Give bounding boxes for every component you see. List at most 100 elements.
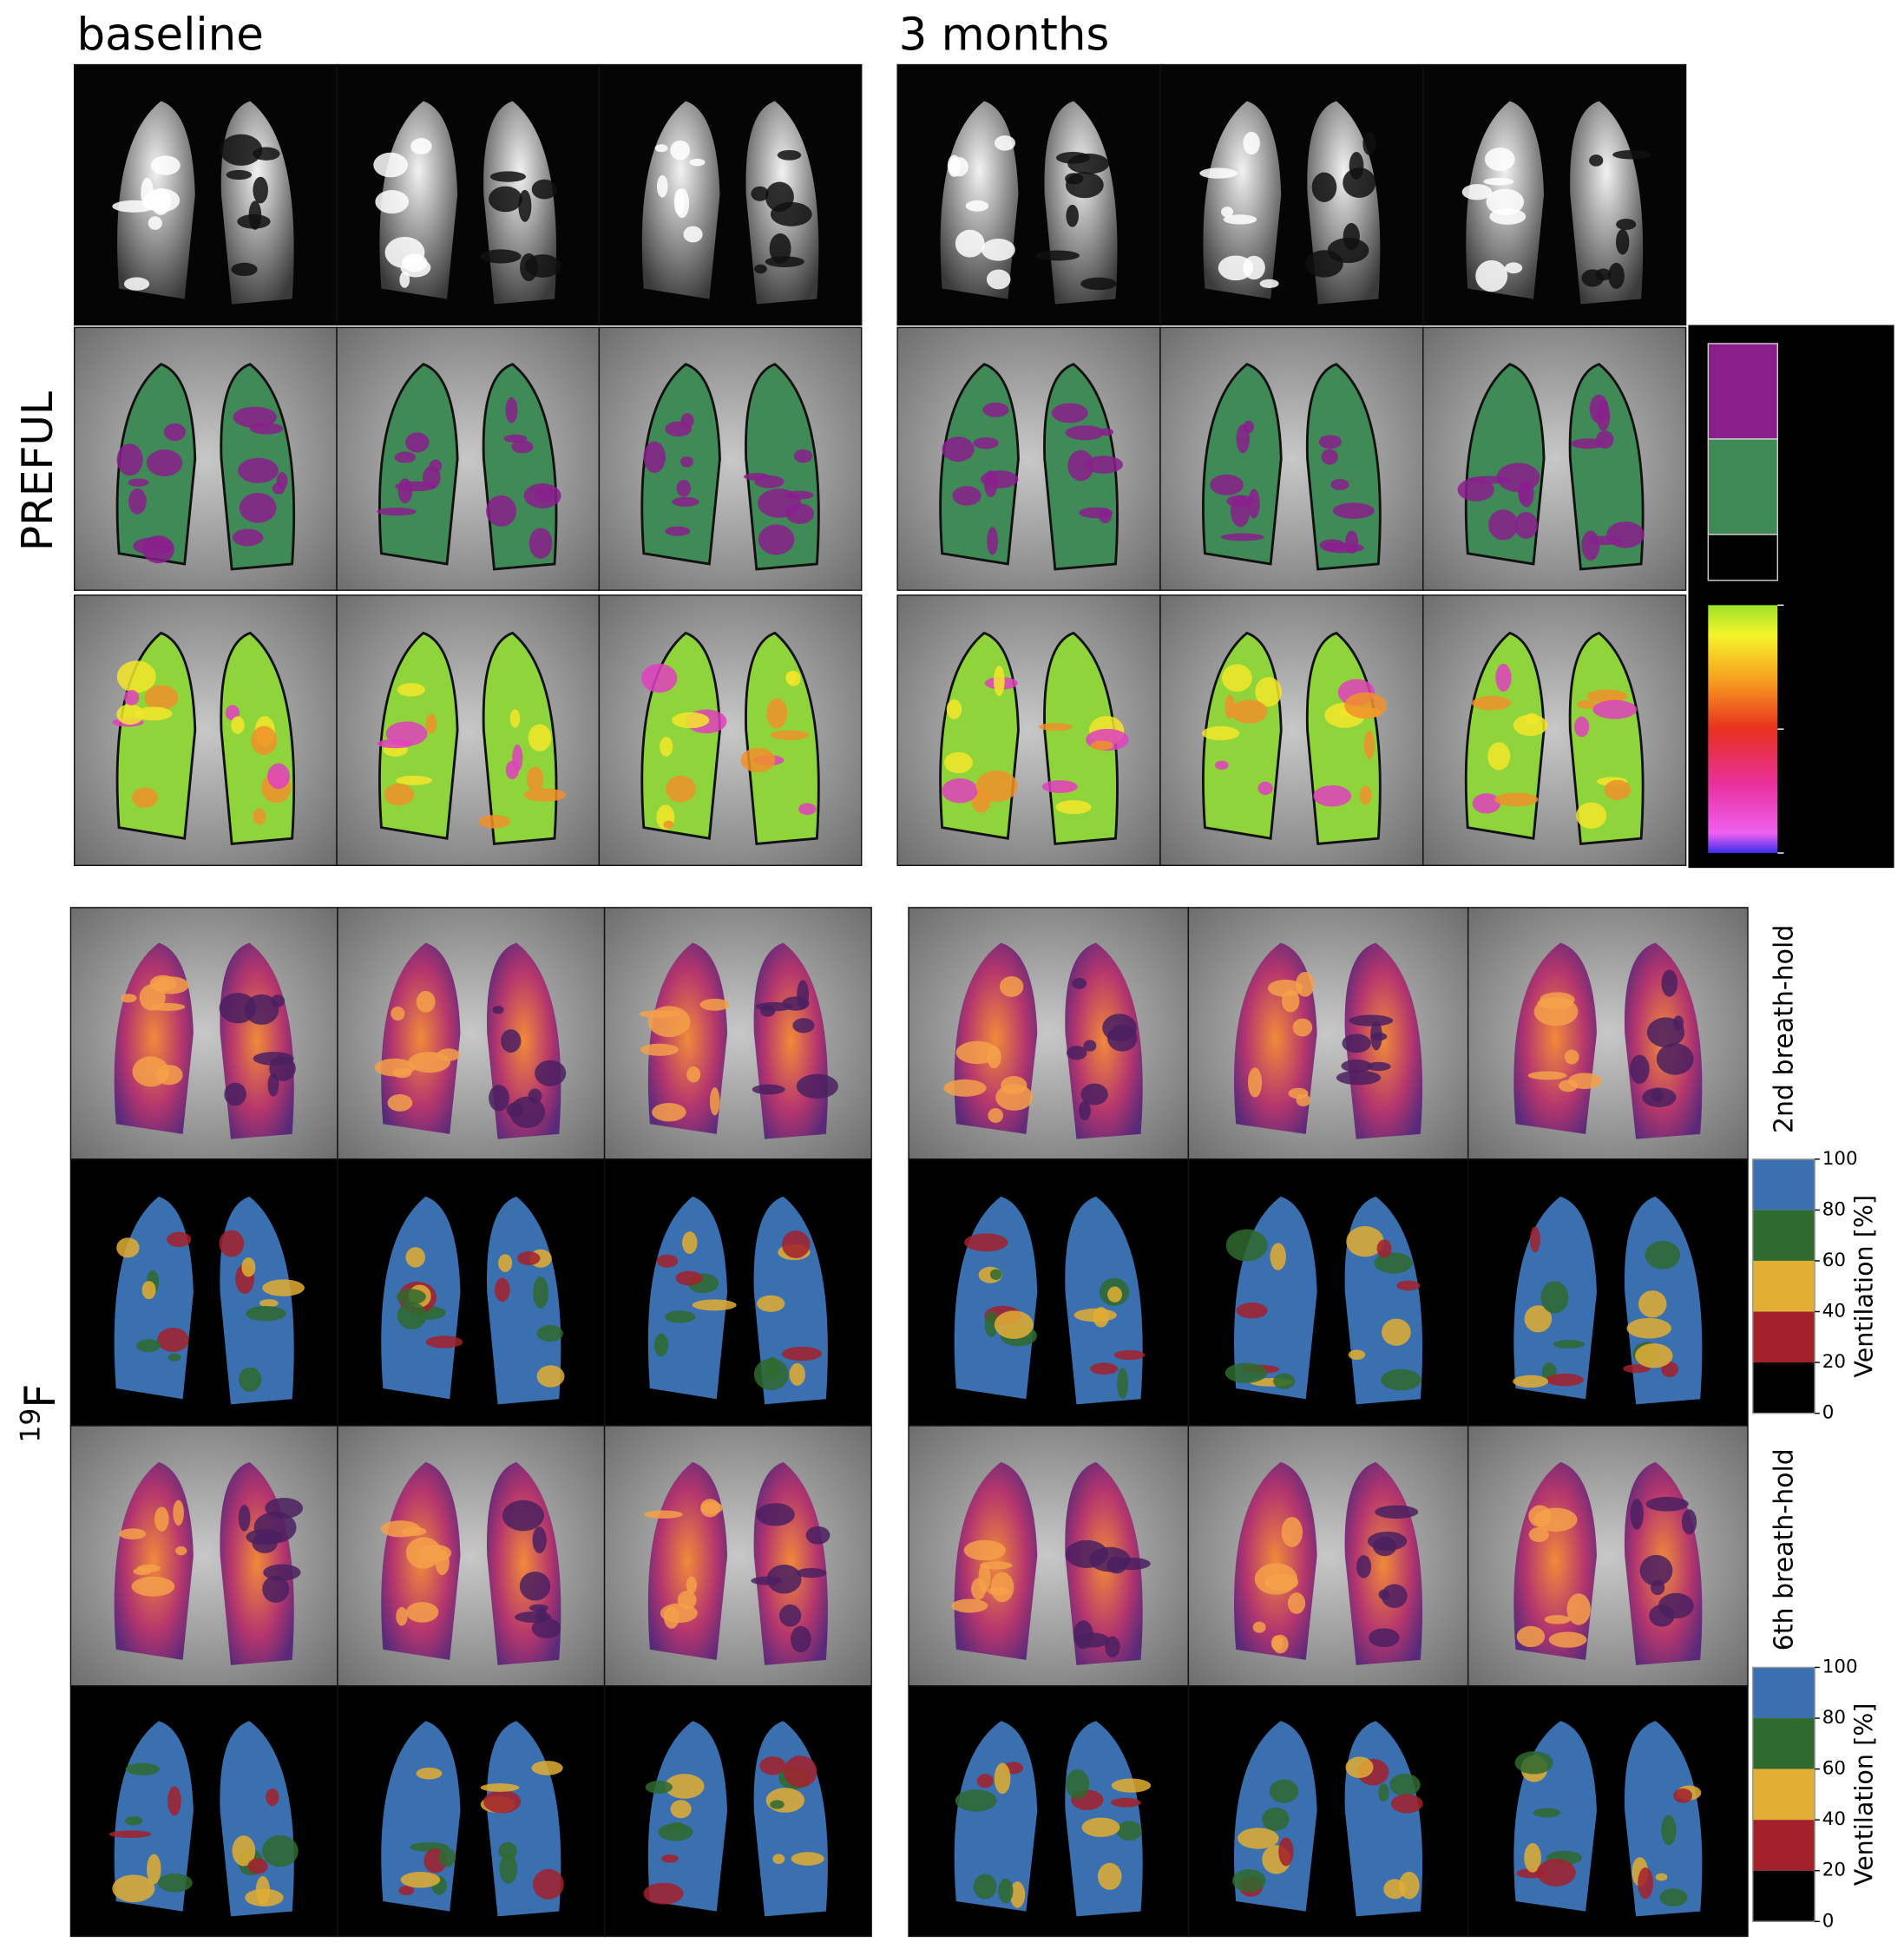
patch (942, 778, 978, 804)
patch (520, 253, 538, 282)
patch (1366, 1061, 1391, 1072)
patch (528, 724, 552, 751)
patch (528, 1088, 542, 1104)
patch (955, 1040, 999, 1065)
image-tile (337, 907, 606, 1160)
patch (1247, 1067, 1263, 1098)
patch (1215, 760, 1229, 770)
patch (986, 269, 1011, 290)
patch (1065, 173, 1084, 185)
patch (1528, 1526, 1549, 1543)
patch (1067, 153, 1110, 174)
image-tile (598, 594, 863, 867)
patch (998, 1878, 1014, 1904)
patch (154, 1506, 169, 1532)
patch (152, 976, 189, 994)
patch (531, 1618, 561, 1639)
patch (952, 486, 982, 506)
image-tile (336, 326, 601, 591)
patch (535, 1607, 548, 1623)
patch (249, 423, 284, 435)
patch (132, 787, 158, 808)
patch (765, 1788, 805, 1813)
patch (1638, 1290, 1667, 1318)
colorbar-label: Regional Flow-Volume (1828, 637, 1848, 827)
patch (1369, 1628, 1400, 1648)
image-tile (73, 594, 338, 867)
patch (791, 1625, 811, 1653)
patch (1226, 495, 1255, 508)
patch (753, 1358, 789, 1391)
patch (758, 524, 795, 555)
patch (1111, 1778, 1152, 1793)
patch (489, 171, 526, 182)
patch (1105, 1636, 1120, 1657)
patch (132, 1056, 170, 1087)
patch (157, 1328, 189, 1352)
patch (987, 527, 998, 555)
patch (1313, 784, 1352, 807)
patch (1495, 663, 1512, 692)
patch (1220, 533, 1264, 541)
patch (1117, 1368, 1129, 1400)
tick-label: 0 (1786, 718, 1798, 739)
patch (219, 1230, 245, 1257)
patch (1345, 1756, 1374, 1778)
patch (1639, 1554, 1673, 1586)
patch (232, 528, 264, 547)
patch (686, 1066, 701, 1083)
patch (1083, 1040, 1097, 1052)
image-tile (896, 326, 1161, 591)
patch (999, 975, 1024, 997)
patch (1349, 152, 1364, 180)
patch (267, 763, 290, 790)
tick-label: 100 (1786, 594, 1822, 615)
patch (1318, 435, 1343, 450)
patch (1381, 1368, 1421, 1391)
row-label: 6th breath-hold (1769, 1448, 1799, 1650)
patch (963, 1539, 1006, 1561)
patch (1269, 1779, 1299, 1803)
patch (167, 1353, 181, 1362)
patch (247, 1858, 268, 1874)
patch (499, 1854, 518, 1884)
patch (131, 1576, 175, 1597)
patch (777, 149, 802, 161)
patch (1661, 969, 1678, 997)
patch (686, 1576, 697, 1594)
patch (1102, 1014, 1137, 1042)
patch (1051, 403, 1088, 423)
patch (489, 186, 522, 213)
patch (692, 1299, 737, 1311)
patch (1487, 742, 1511, 771)
image-tile (1467, 1685, 1749, 1938)
patch (1524, 1305, 1553, 1333)
patch (1661, 1362, 1679, 1378)
patch (770, 1800, 785, 1809)
legend-swatch (1707, 534, 1779, 581)
patch (1516, 1625, 1546, 1648)
patch (1574, 716, 1590, 738)
patch (656, 174, 668, 198)
column-title: baseline (77, 9, 264, 61)
patch (429, 459, 443, 473)
patch (120, 994, 137, 1003)
patch (246, 1306, 286, 1322)
patch (984, 1310, 999, 1337)
patch (796, 1567, 827, 1578)
patch (1604, 779, 1632, 800)
patch (994, 1762, 1011, 1795)
patch (670, 140, 691, 161)
patch (142, 535, 174, 564)
patch (173, 1499, 184, 1526)
patch (1656, 1043, 1694, 1075)
image-tile (908, 1158, 1190, 1427)
patch (146, 449, 183, 476)
patch (150, 1002, 186, 1011)
image-tile (1159, 594, 1424, 867)
image-tile (73, 326, 338, 591)
patch (1099, 428, 1114, 436)
patch (1107, 1286, 1122, 1303)
patch (531, 179, 557, 200)
patch (1321, 449, 1338, 465)
